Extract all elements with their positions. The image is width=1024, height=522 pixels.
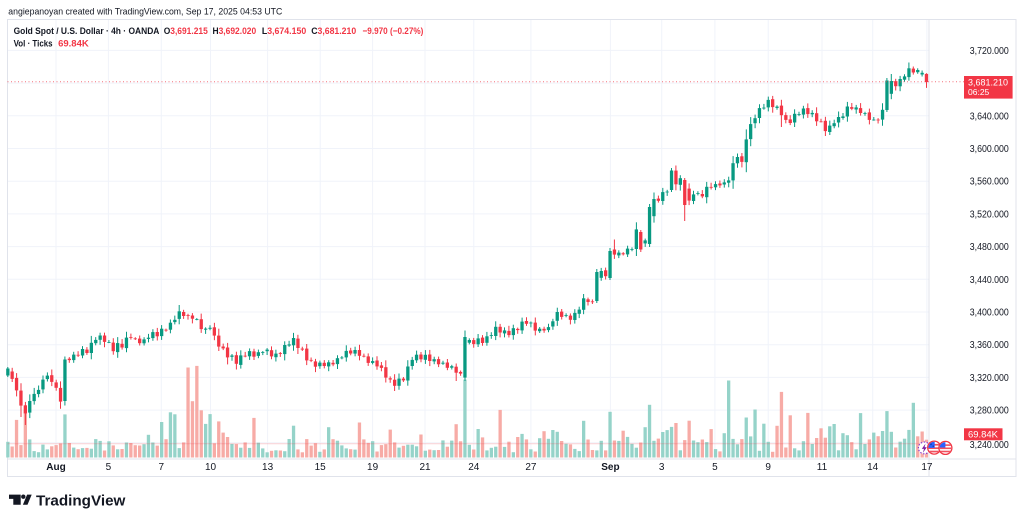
svg-text:21: 21 xyxy=(419,462,431,473)
svg-text:3,720.000: 3,720.000 xyxy=(970,46,1009,57)
svg-text:5: 5 xyxy=(712,462,718,473)
svg-text:3,681.210: 3,681.210 xyxy=(968,78,1008,89)
svg-text:5: 5 xyxy=(106,462,112,473)
svg-text:TradingView: TradingView xyxy=(36,493,126,509)
svg-text:3,520.000: 3,520.000 xyxy=(970,209,1009,220)
svg-text:3,360.000: 3,360.000 xyxy=(970,340,1009,351)
svg-text:14: 14 xyxy=(867,462,879,473)
svg-text:Gold Spot / U.S. Dollar · 4h ·: Gold Spot / U.S. Dollar · 4h · OANDA xyxy=(14,26,160,37)
svg-text:13: 13 xyxy=(262,462,274,473)
svg-text:3,440.000: 3,440.000 xyxy=(970,275,1009,286)
svg-text:Sep: Sep xyxy=(601,462,619,473)
svg-text:11: 11 xyxy=(817,462,828,473)
svg-text:−9.970 (−0.27%): −9.970 (−0.27%) xyxy=(363,26,424,37)
svg-text:17: 17 xyxy=(921,462,933,473)
svg-text:Aug: Aug xyxy=(46,462,65,473)
svg-text:O3,691.215: O3,691.215 xyxy=(164,26,209,37)
svg-text:3,280.000: 3,280.000 xyxy=(970,406,1009,417)
svg-text:27: 27 xyxy=(525,462,537,473)
svg-text:69.84K: 69.84K xyxy=(968,429,998,439)
svg-text:69.84K: 69.84K xyxy=(58,39,89,50)
svg-text:06:25: 06:25 xyxy=(968,87,990,97)
svg-text:L3,674.150: L3,674.150 xyxy=(262,26,306,37)
svg-text:24: 24 xyxy=(468,462,480,473)
svg-text:7: 7 xyxy=(159,462,165,473)
svg-text:3,320.000: 3,320.000 xyxy=(970,373,1009,384)
svg-text:3,240.000: 3,240.000 xyxy=(970,440,1009,451)
svg-text:3,400.000: 3,400.000 xyxy=(970,308,1009,319)
svg-text:H3,692.020: H3,692.020 xyxy=(213,26,257,37)
svg-text:19: 19 xyxy=(367,462,379,473)
svg-text:3,600.000: 3,600.000 xyxy=(970,144,1009,155)
svg-text:10: 10 xyxy=(205,462,217,473)
svg-text:3: 3 xyxy=(659,462,665,473)
svg-text:Vol · Ticks: Vol · Ticks xyxy=(14,39,53,50)
svg-text:3,480.000: 3,480.000 xyxy=(970,242,1009,253)
svg-text:3,560.000: 3,560.000 xyxy=(970,177,1009,188)
svg-text:3,640.000: 3,640.000 xyxy=(970,111,1009,122)
svg-text:C3,681.210: C3,681.210 xyxy=(311,26,356,37)
svg-text:9: 9 xyxy=(765,462,771,473)
svg-text:angiepanoyan created with Trad: angiepanoyan created with TradingView.co… xyxy=(8,7,282,18)
svg-text:15: 15 xyxy=(315,462,327,473)
